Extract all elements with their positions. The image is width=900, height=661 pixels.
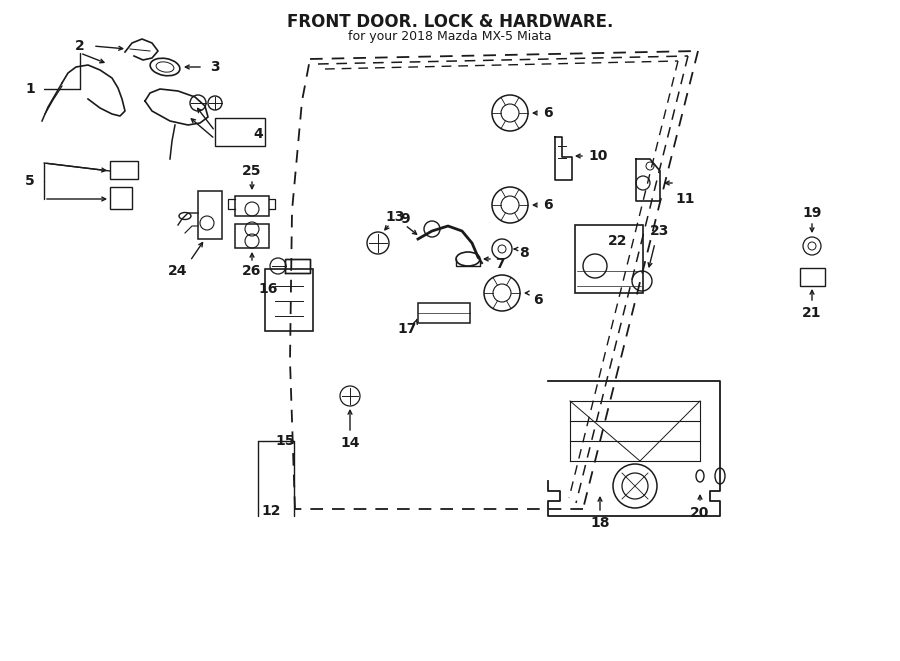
Text: 13: 13 xyxy=(385,210,405,224)
Text: for your 2018 Mazda MX-5 Miata: for your 2018 Mazda MX-5 Miata xyxy=(348,30,552,43)
Text: 18: 18 xyxy=(590,516,610,530)
Text: 11: 11 xyxy=(675,192,695,206)
Text: 6: 6 xyxy=(533,293,543,307)
Text: 3: 3 xyxy=(211,60,220,74)
Text: 8: 8 xyxy=(519,246,529,260)
Text: FRONT DOOR. LOCK & HARDWARE.: FRONT DOOR. LOCK & HARDWARE. xyxy=(287,13,613,31)
Text: 15: 15 xyxy=(275,434,295,448)
Text: 14: 14 xyxy=(340,436,360,450)
Text: 10: 10 xyxy=(589,149,608,163)
Text: 22: 22 xyxy=(608,234,628,248)
Text: 9: 9 xyxy=(400,212,410,226)
Text: 20: 20 xyxy=(690,506,710,520)
Text: 6: 6 xyxy=(544,198,553,212)
Text: 17: 17 xyxy=(397,322,417,336)
Text: 25: 25 xyxy=(242,164,262,178)
Text: 5: 5 xyxy=(25,174,35,188)
Text: 19: 19 xyxy=(802,206,822,220)
Text: 24: 24 xyxy=(168,264,188,278)
Text: 1: 1 xyxy=(25,82,35,96)
Text: 12: 12 xyxy=(261,504,281,518)
Text: 23: 23 xyxy=(651,224,670,238)
Text: 4: 4 xyxy=(253,127,263,141)
Text: 6: 6 xyxy=(544,106,553,120)
Text: 21: 21 xyxy=(802,306,822,320)
Text: 26: 26 xyxy=(242,264,262,278)
Text: 16: 16 xyxy=(258,282,278,296)
Text: 7: 7 xyxy=(495,257,505,271)
Text: 2: 2 xyxy=(75,39,85,53)
